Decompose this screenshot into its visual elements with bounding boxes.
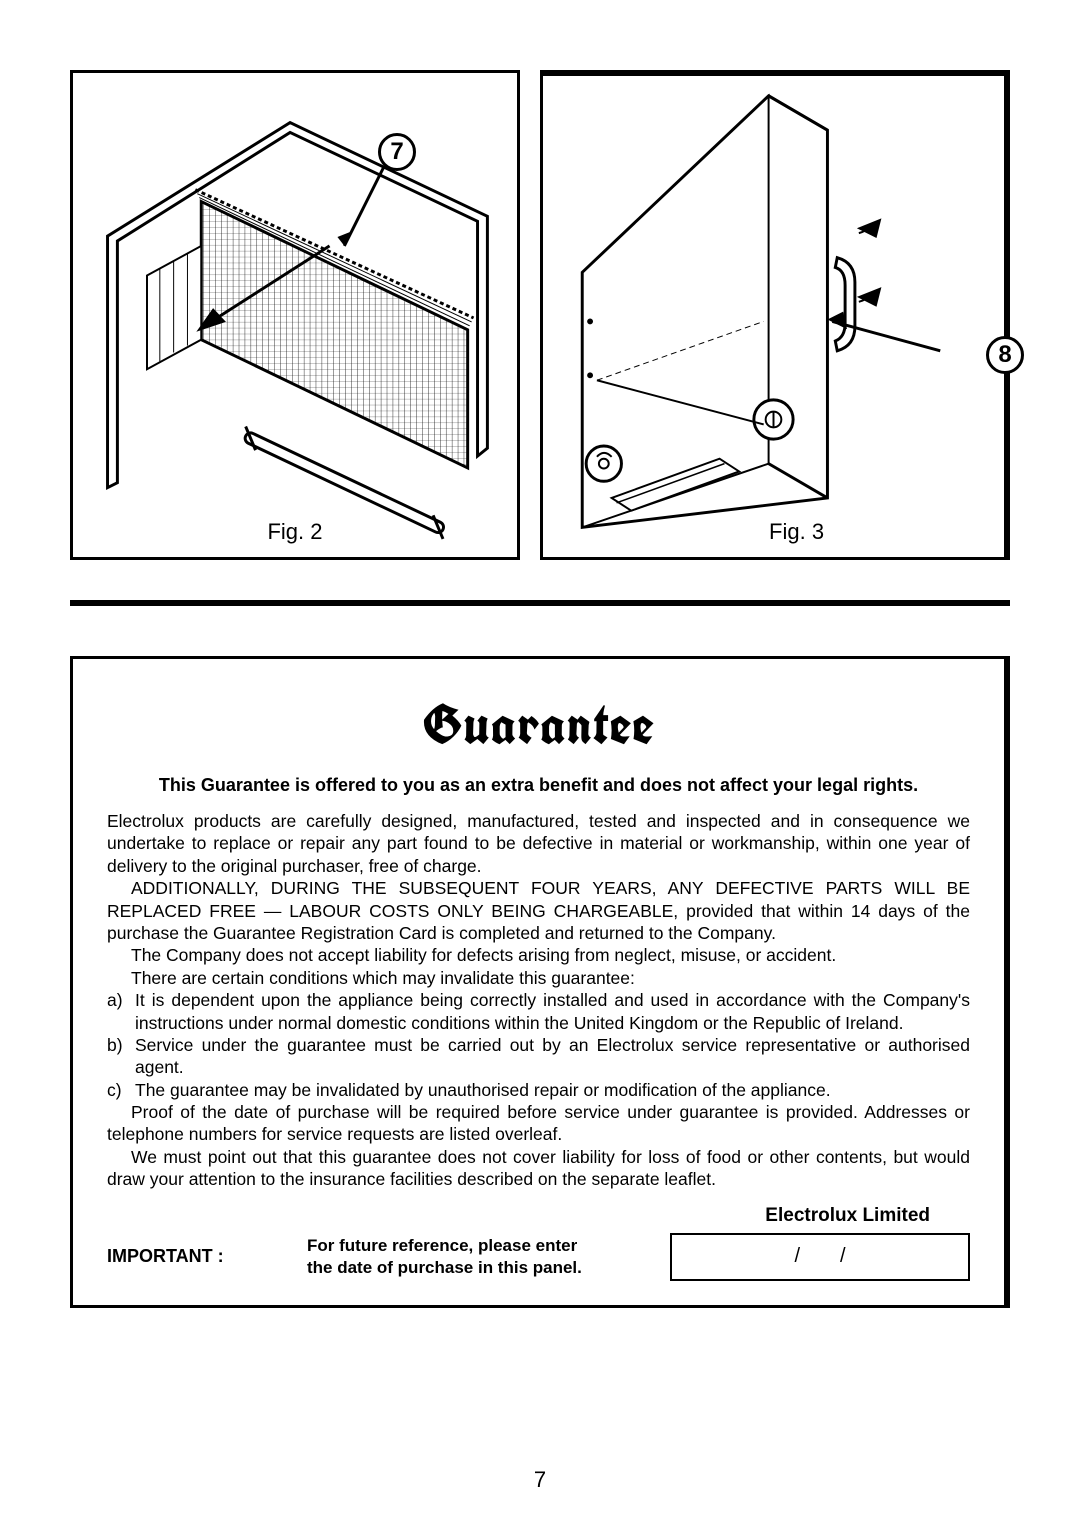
callout-8: 8	[986, 336, 1024, 374]
li-marker: b)	[107, 1034, 135, 1079]
figure-2: 7 Fig. 2	[70, 70, 520, 560]
guarantee-title: Guarantee	[107, 687, 970, 761]
fig2-label: Fig. 2	[267, 519, 322, 545]
guarantee-list: a)It is dependent upon the appliance bei…	[107, 989, 970, 1101]
figure-3: 8 Fig. 3	[540, 70, 1010, 560]
date-panel[interactable]: //	[670, 1233, 970, 1281]
list-item: c)The guarantee may be invalidated by un…	[107, 1079, 970, 1101]
g-para5: Proof of the date of purchase will be re…	[107, 1101, 970, 1146]
company-name: Electrolux Limited	[107, 1205, 970, 1227]
callout-7: 7	[378, 133, 416, 171]
g-para4: There are certain conditions which may i…	[107, 967, 970, 989]
li-marker: a)	[107, 989, 135, 1034]
fig3-label: Fig. 3	[769, 519, 824, 545]
figures-row: 7 Fig. 2	[70, 70, 1010, 560]
g-para1: Electrolux products are carefully design…	[107, 810, 970, 877]
li-text: Service under the guarantee must be carr…	[135, 1034, 970, 1079]
g-para6: We must point out that this guarantee do…	[107, 1146, 970, 1191]
li-text: The guarantee may be invalidated by unau…	[135, 1079, 970, 1101]
guarantee-subtitle: This Guarantee is offered to you as an e…	[107, 775, 970, 796]
list-item: a)It is dependent upon the appliance bei…	[107, 989, 970, 1034]
g-para2: ADDITIONALLY, DURING THE SUBSEQUENT FOUR…	[107, 877, 970, 944]
important-label: IMPORTANT :	[107, 1246, 277, 1267]
g-para3: The Company does not accept liability fo…	[107, 944, 970, 966]
guarantee-box: Guarantee This Guarantee is offered to y…	[70, 656, 1010, 1308]
fig3-svg	[543, 76, 1004, 557]
page-number: 7	[534, 1467, 546, 1493]
important-text: For future reference, please enter the d…	[307, 1235, 607, 1278]
list-item: b)Service under the guarantee must be ca…	[107, 1034, 970, 1079]
page: 7 Fig. 2	[0, 0, 1080, 1533]
divider	[70, 600, 1010, 606]
li-text: It is dependent upon the appliance being…	[135, 989, 970, 1034]
guarantee-body: Electrolux products are carefully design…	[107, 810, 970, 1191]
fig2-svg	[73, 73, 517, 557]
li-marker: c)	[107, 1079, 135, 1101]
important-row: IMPORTANT : For future reference, please…	[107, 1233, 970, 1281]
